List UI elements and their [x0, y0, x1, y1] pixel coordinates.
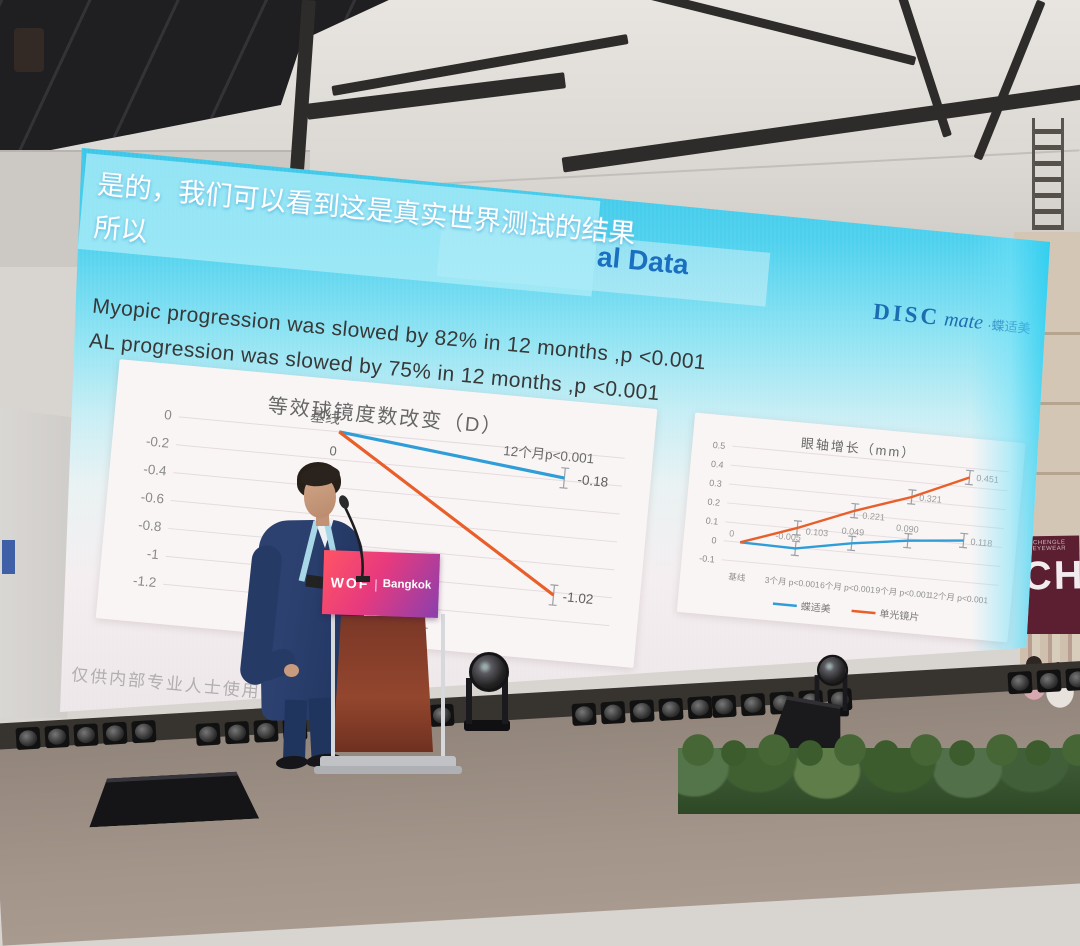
par-light — [73, 723, 99, 747]
svg-text:0.5: 0.5 — [712, 440, 725, 451]
svg-text:0: 0 — [164, 407, 173, 423]
railing — [1014, 472, 1080, 475]
svg-text:0: 0 — [329, 443, 338, 459]
par-light — [629, 699, 655, 723]
par-light — [15, 726, 41, 751]
light-base — [464, 720, 510, 731]
podium-base-step — [314, 766, 462, 774]
microphone — [339, 495, 370, 582]
svg-text:-0.18: -0.18 — [577, 472, 609, 490]
right-chart-title: 眼轴增长（mm） — [800, 435, 917, 462]
brand-mate: mate — [943, 308, 985, 334]
svg-text:0.2: 0.2 — [707, 497, 720, 508]
speaker-leg — [308, 697, 334, 761]
svg-text:0.090: 0.090 — [896, 523, 919, 535]
light-yoke — [842, 675, 848, 711]
podium-body — [333, 616, 433, 752]
hanging-light — [14, 28, 44, 72]
slide-bullets: Myopic progression was slowed by 82% in … — [88, 289, 708, 416]
speaker-hand — [284, 664, 299, 677]
par-light — [224, 720, 250, 745]
svg-text:12个月 p<0.001: 12个月 p<0.001 — [928, 590, 989, 606]
brand-disc: DISC — [872, 298, 942, 330]
speaker-leg — [282, 699, 308, 763]
par-light — [1036, 669, 1062, 693]
svg-text:0.451: 0.451 — [976, 473, 999, 485]
moving-head-light — [462, 652, 512, 732]
led-screen: al Data 是的，我们可以看到这是真实世界测试的结果 所以 Myopic p… — [59, 147, 1050, 712]
svg-text:-0.6: -0.6 — [140, 489, 165, 506]
light-yoke — [814, 675, 820, 711]
bullet-al-progression: AL progression was slowed by 75% in 12 m… — [88, 329, 661, 406]
left-chart-title: 等效球镜度数改变（D） — [266, 395, 505, 439]
slide-title-fragment: al Data — [595, 240, 691, 281]
par-light — [1065, 667, 1080, 692]
par-light — [131, 719, 157, 744]
svg-text:基线: 基线 — [728, 571, 746, 583]
svg-text:-1.02: -1.02 — [562, 589, 594, 607]
svg-text:-1.2: -1.2 — [132, 573, 157, 590]
svg-text:-0.005: -0.005 — [775, 531, 801, 543]
small-blue-sign — [2, 540, 15, 574]
par-light — [571, 702, 597, 727]
svg-text:-0.1: -0.1 — [699, 553, 715, 564]
par-light — [740, 692, 766, 717]
railing — [1014, 332, 1080, 335]
svg-text:0: 0 — [729, 528, 735, 538]
right-chart-plot: 0.5 0.4 0.3 0.2 0.1 0 -0.1 基线 3个月 p<0.001 6个月 p<0… — [699, 440, 1010, 624]
caption-line-2: 所以 — [92, 212, 149, 248]
svg-text:0.103: 0.103 — [805, 526, 828, 538]
light-yoke — [502, 678, 508, 724]
podium-chrome-rail — [331, 614, 335, 764]
brand-logo: DISC mate ·蝶适美 — [872, 299, 1032, 339]
svg-text:蝶适美: 蝶适美 — [800, 600, 831, 616]
svg-text:-0.2: -0.2 — [145, 434, 170, 451]
par-light — [253, 719, 279, 743]
svg-text:基线: 基线 — [309, 408, 340, 428]
chart-axial-length: 眼轴增长（mm） 0.5 0.4 0.3 0.2 0.1 0 -0.1 基线 3个月 p<0.0… — [676, 412, 1026, 643]
light-head — [469, 652, 509, 692]
slide-title-band — [436, 222, 771, 307]
svg-text:0: 0 — [711, 535, 717, 545]
svg-text:0.1: 0.1 — [705, 516, 718, 527]
par-light — [600, 700, 626, 725]
ladder — [1032, 118, 1064, 230]
par-light — [687, 695, 713, 720]
svg-text:3个月 p<0.001: 3个月 p<0.001 — [764, 575, 820, 590]
svg-text:0.3: 0.3 — [709, 478, 722, 489]
par-light — [44, 724, 70, 749]
svg-text:0.4: 0.4 — [711, 459, 724, 470]
bullet-myopic-progression: Myopic progression was slowed by 82% in … — [91, 294, 707, 375]
svg-text:0.321: 0.321 — [919, 493, 942, 505]
moving-head-light — [812, 654, 851, 717]
svg-text:0.118: 0.118 — [970, 537, 993, 549]
podium-base — [320, 756, 456, 768]
svg-text:-1: -1 — [146, 546, 159, 562]
par-light — [658, 697, 684, 722]
svg-text:单光镜片: 单光镜片 — [879, 607, 920, 624]
par-light-group — [1007, 667, 1080, 695]
par-light — [195, 722, 221, 747]
par-light — [1007, 670, 1033, 695]
podium-chrome-rail — [441, 614, 445, 764]
par-light — [102, 721, 128, 746]
svg-text:-0.8: -0.8 — [138, 517, 163, 534]
stage-monitor-wedge — [87, 771, 259, 828]
svg-text:6个月 p<0.001: 6个月 p<0.001 — [820, 580, 876, 595]
light-yoke — [466, 678, 472, 724]
railing — [1014, 402, 1080, 405]
svg-text:-0.4: -0.4 — [143, 461, 168, 478]
svg-text:9个月 p<0.001: 9个月 p<0.001 — [875, 585, 931, 600]
par-light — [711, 694, 737, 719]
svg-text:0.221: 0.221 — [862, 511, 885, 523]
svg-text:12个月p<0.001: 12个月p<0.001 — [503, 443, 595, 466]
svg-text:0.049: 0.049 — [841, 526, 864, 538]
light-head — [816, 654, 849, 686]
hedge-plants — [678, 732, 1080, 814]
brand-chinese-name: ·蝶适美 — [986, 317, 1032, 337]
